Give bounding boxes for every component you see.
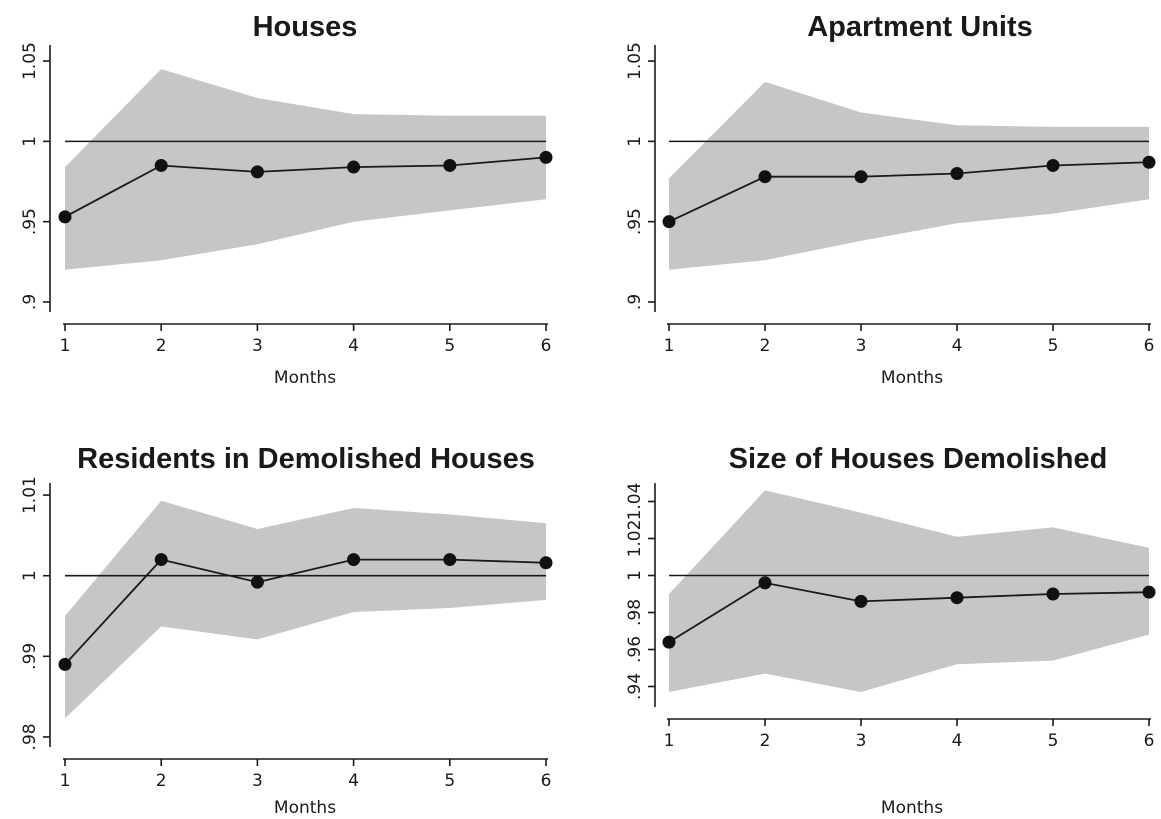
data-point bbox=[154, 553, 168, 567]
x-tick-label: 2 bbox=[156, 771, 167, 791]
x-tick-label: 4 bbox=[952, 731, 963, 751]
data-point bbox=[1046, 587, 1060, 601]
x-tick-label: 6 bbox=[541, 771, 552, 791]
data-point bbox=[1046, 158, 1060, 172]
y-tick-label: .99 bbox=[20, 643, 40, 670]
panel-residents-in-demolished-houses: .98 .99 1 1.01 1 2 3 4 5 6 Months Residents in Demo… bbox=[20, 443, 553, 818]
data-point bbox=[950, 591, 964, 605]
x-axis-label: Months bbox=[274, 368, 336, 388]
x-tick-label: 3 bbox=[252, 336, 263, 356]
data-point bbox=[250, 165, 264, 179]
panel-title: Houses bbox=[253, 11, 358, 43]
confidence-band bbox=[65, 500, 546, 719]
x-tick-label: 2 bbox=[760, 336, 771, 356]
y-tick-label: 1.02 bbox=[625, 520, 645, 558]
panel-title: Residents in Demolished Houses bbox=[77, 443, 535, 475]
x-tick-label: 3 bbox=[252, 771, 263, 791]
y-tick-label: .94 bbox=[625, 673, 645, 700]
panel-houses: .9 .95 1 1.05 1 2 3 4 5 6 Months Houses bbox=[20, 11, 553, 388]
y-tick-label: .98 bbox=[625, 599, 645, 626]
panel-title: Apartment Units bbox=[807, 11, 1033, 43]
x-tick-label: 3 bbox=[856, 336, 867, 356]
series-line bbox=[64, 156, 547, 218]
y-tick-label: .96 bbox=[625, 636, 645, 663]
x-tick-label: 1 bbox=[60, 771, 71, 791]
data-point bbox=[58, 210, 72, 224]
data-point bbox=[443, 553, 457, 567]
y-tick-label: 1 bbox=[625, 570, 645, 581]
panel-size-of-houses-demolished: .94 .96 .98 1 1.021.04 1 2 3 4 5 6 Months Size of Ho… bbox=[625, 443, 1156, 818]
panel-title: Size of Houses Demolished bbox=[729, 443, 1108, 475]
data-point bbox=[758, 576, 772, 590]
x-tick-label: 2 bbox=[760, 731, 771, 751]
data-point bbox=[758, 170, 772, 184]
x-tick-label: 1 bbox=[664, 336, 675, 356]
panel-apartment-units: .9 .95 1 1.05 1 2 3 4 5 6 Months Apartment Units bbox=[625, 11, 1156, 388]
x-tick-label: 5 bbox=[1048, 731, 1059, 751]
x-tick-label: 2 bbox=[156, 336, 167, 356]
x-axis-label: Months bbox=[881, 368, 943, 388]
data-point bbox=[58, 657, 72, 671]
x-tick-label: 6 bbox=[1144, 336, 1155, 356]
x-tick-label: 4 bbox=[348, 771, 359, 791]
y-tick-label: 1 bbox=[625, 136, 645, 147]
data-point bbox=[854, 170, 868, 184]
y-tick-label: 1 bbox=[20, 570, 40, 581]
x-tick-label: 4 bbox=[348, 336, 359, 356]
y-tick-label: .95 bbox=[625, 208, 645, 235]
y-tick-label: .9 bbox=[20, 294, 40, 310]
data-point bbox=[662, 635, 676, 649]
series-line bbox=[668, 161, 1150, 223]
series-line bbox=[668, 581, 1150, 643]
data-point bbox=[1142, 585, 1156, 599]
confidence-band bbox=[669, 490, 1149, 692]
x-tick-label: 1 bbox=[664, 731, 675, 751]
y-tick-label: .9 bbox=[625, 294, 645, 310]
data-point bbox=[1142, 155, 1156, 169]
y-tick-label: .98 bbox=[20, 723, 40, 750]
x-tick-label: 5 bbox=[1048, 336, 1059, 356]
x-tick-label: 5 bbox=[444, 771, 455, 791]
x-tick-label: 3 bbox=[856, 731, 867, 751]
x-tick-label: 6 bbox=[541, 336, 552, 356]
y-tick-label: 1 bbox=[20, 136, 40, 147]
x-tick-label: 1 bbox=[60, 336, 71, 356]
data-point bbox=[662, 215, 676, 229]
data-point bbox=[950, 166, 964, 180]
data-point bbox=[347, 553, 361, 567]
data-point bbox=[154, 158, 168, 172]
data-point bbox=[443, 158, 457, 172]
series-line bbox=[64, 558, 547, 666]
y-tick-label: .95 bbox=[20, 208, 40, 235]
data-point bbox=[250, 575, 264, 589]
x-tick-label: 6 bbox=[1144, 731, 1155, 751]
x-tick-label: 4 bbox=[952, 336, 963, 356]
data-point bbox=[539, 150, 553, 164]
x-axis-label: Months bbox=[274, 798, 336, 818]
data-point bbox=[539, 556, 553, 570]
y-tick-label: 1.04 bbox=[625, 483, 645, 521]
x-axis-label: Months bbox=[881, 798, 943, 818]
x-tick-label: 5 bbox=[444, 336, 455, 356]
data-point bbox=[854, 594, 868, 608]
y-tick-label: 1.01 bbox=[20, 476, 40, 514]
y-tick-label: 1.05 bbox=[625, 42, 645, 80]
y-tick-label: 1.05 bbox=[20, 42, 40, 80]
data-point bbox=[347, 160, 361, 174]
